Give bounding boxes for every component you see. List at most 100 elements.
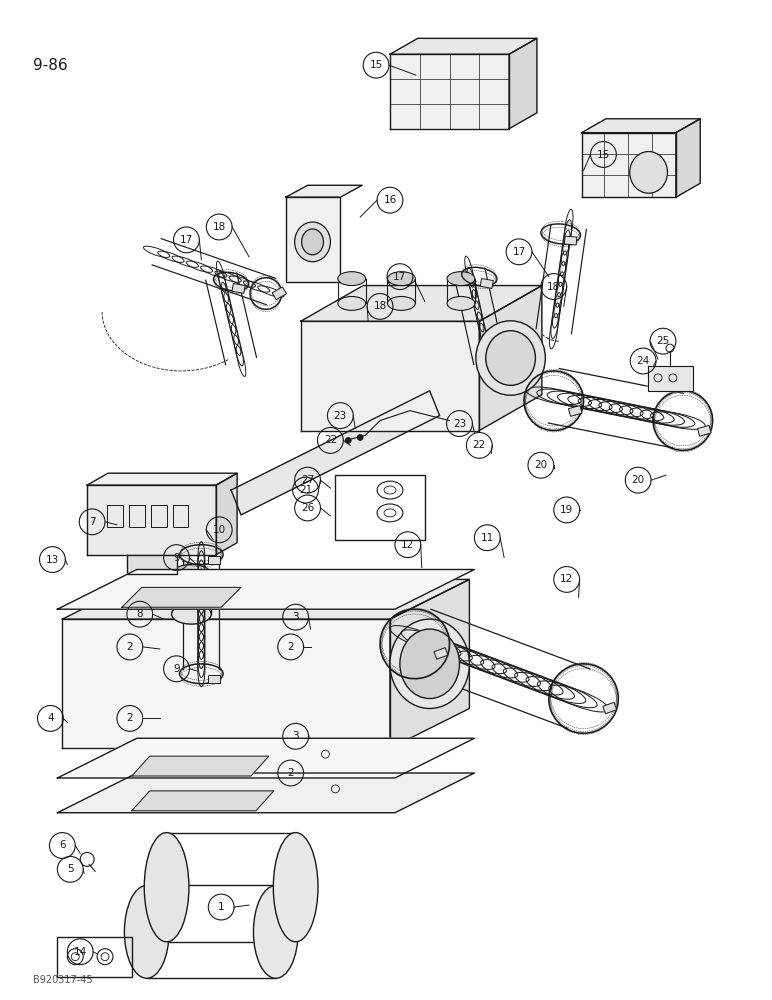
- Polygon shape: [479, 286, 542, 431]
- Text: 9: 9: [173, 664, 180, 674]
- Bar: [698, 425, 711, 436]
- Polygon shape: [57, 569, 474, 609]
- Text: 20: 20: [534, 460, 547, 470]
- Polygon shape: [132, 756, 269, 776]
- Ellipse shape: [338, 272, 366, 286]
- Ellipse shape: [390, 619, 469, 708]
- Text: 25: 25: [656, 336, 669, 346]
- Polygon shape: [231, 391, 439, 515]
- Ellipse shape: [447, 272, 475, 286]
- Text: 19: 19: [560, 505, 574, 515]
- Bar: [273, 287, 286, 300]
- Text: 7: 7: [89, 517, 96, 527]
- Polygon shape: [57, 773, 474, 813]
- Polygon shape: [63, 619, 390, 748]
- Text: 13: 13: [46, 555, 59, 565]
- Text: 8: 8: [137, 609, 143, 619]
- Ellipse shape: [476, 321, 545, 395]
- Ellipse shape: [171, 565, 212, 584]
- Text: 3: 3: [293, 612, 299, 622]
- Polygon shape: [648, 366, 692, 391]
- Bar: [208, 556, 220, 564]
- Polygon shape: [286, 185, 362, 197]
- Text: 26: 26: [301, 503, 314, 513]
- Ellipse shape: [486, 331, 536, 385]
- Bar: [107, 505, 123, 527]
- Polygon shape: [300, 286, 542, 321]
- Text: 20: 20: [631, 475, 645, 485]
- Text: 4: 4: [47, 713, 54, 723]
- Bar: [129, 505, 144, 527]
- Polygon shape: [132, 791, 274, 811]
- Bar: [568, 406, 582, 416]
- Polygon shape: [676, 119, 700, 197]
- Ellipse shape: [171, 604, 212, 624]
- Text: 14: 14: [73, 947, 86, 957]
- Text: 2: 2: [127, 713, 133, 723]
- Text: 23: 23: [453, 419, 466, 429]
- Polygon shape: [390, 38, 537, 54]
- Text: 2: 2: [287, 642, 294, 652]
- Ellipse shape: [388, 296, 415, 310]
- Text: 18: 18: [374, 301, 387, 311]
- Text: 2: 2: [127, 642, 133, 652]
- Polygon shape: [390, 579, 469, 748]
- Text: 12: 12: [560, 574, 574, 584]
- Text: 18: 18: [212, 222, 226, 232]
- Bar: [57, 937, 132, 977]
- Text: 16: 16: [384, 195, 397, 205]
- Ellipse shape: [388, 272, 415, 286]
- Text: 11: 11: [481, 533, 494, 543]
- Text: 17: 17: [393, 272, 407, 282]
- Text: 3: 3: [293, 731, 299, 741]
- Text: 10: 10: [212, 525, 225, 535]
- Bar: [208, 675, 220, 683]
- Polygon shape: [122, 587, 241, 607]
- Bar: [434, 648, 448, 659]
- Text: 17: 17: [513, 247, 526, 257]
- Polygon shape: [216, 473, 237, 555]
- Polygon shape: [127, 555, 177, 574]
- Polygon shape: [63, 579, 469, 619]
- Text: 18: 18: [547, 282, 560, 292]
- Bar: [232, 283, 245, 293]
- Text: 9: 9: [173, 553, 180, 563]
- Bar: [480, 279, 493, 288]
- Text: 15: 15: [370, 60, 383, 70]
- Text: 23: 23: [334, 411, 347, 421]
- Ellipse shape: [400, 629, 459, 699]
- Ellipse shape: [124, 885, 169, 978]
- Polygon shape: [87, 485, 216, 555]
- Text: 2: 2: [287, 768, 294, 778]
- Ellipse shape: [144, 833, 189, 942]
- Ellipse shape: [345, 437, 351, 443]
- Bar: [564, 236, 577, 245]
- Text: 15: 15: [597, 150, 610, 160]
- Ellipse shape: [295, 222, 330, 262]
- Text: 9-86: 9-86: [32, 58, 67, 73]
- Polygon shape: [286, 197, 340, 282]
- Text: 6: 6: [59, 840, 66, 850]
- Text: 12: 12: [401, 540, 415, 550]
- Text: 24: 24: [636, 356, 650, 366]
- Polygon shape: [57, 738, 474, 778]
- Ellipse shape: [630, 152, 668, 193]
- Text: 22: 22: [323, 435, 337, 445]
- Text: 21: 21: [299, 485, 312, 495]
- Text: 5: 5: [67, 864, 73, 874]
- Polygon shape: [509, 38, 537, 129]
- Text: B920317-45: B920317-45: [32, 975, 92, 985]
- Text: 1: 1: [218, 902, 225, 912]
- Ellipse shape: [273, 833, 318, 942]
- Polygon shape: [87, 473, 237, 485]
- Text: 27: 27: [301, 475, 314, 485]
- Bar: [173, 505, 188, 527]
- Bar: [603, 702, 617, 714]
- Polygon shape: [581, 119, 700, 133]
- Ellipse shape: [338, 296, 366, 310]
- Ellipse shape: [357, 434, 363, 440]
- Ellipse shape: [447, 296, 475, 310]
- Ellipse shape: [302, 229, 323, 255]
- Text: 17: 17: [180, 235, 193, 245]
- Text: 22: 22: [472, 440, 486, 450]
